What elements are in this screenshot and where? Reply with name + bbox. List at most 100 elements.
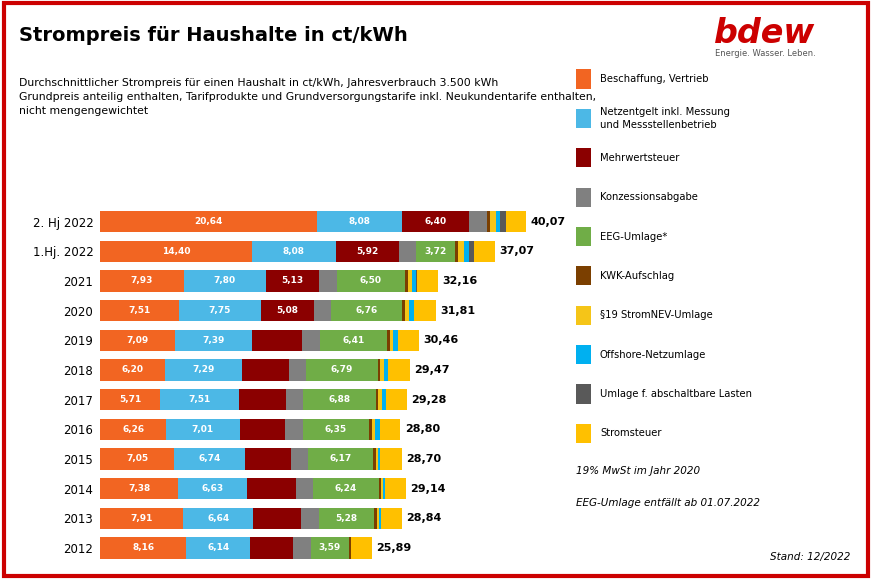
- Bar: [377, 508, 378, 529]
- Text: Strompreis für Haushalte in ct/kWh: Strompreis für Haushalte in ct/kWh: [19, 26, 408, 45]
- Bar: [414, 300, 436, 321]
- Text: 29,28: 29,28: [411, 394, 446, 405]
- Bar: [501, 211, 506, 232]
- Bar: [402, 211, 469, 232]
- Text: 7,80: 7,80: [214, 276, 235, 285]
- Bar: [390, 329, 393, 351]
- Bar: [381, 508, 402, 529]
- Bar: [337, 240, 399, 262]
- Bar: [291, 448, 309, 470]
- Text: 8,08: 8,08: [283, 247, 305, 256]
- Bar: [166, 359, 242, 380]
- Text: 20,64: 20,64: [194, 217, 223, 226]
- Text: 5,92: 5,92: [357, 247, 378, 256]
- Text: 7,01: 7,01: [192, 425, 214, 434]
- Bar: [388, 359, 410, 380]
- Text: 6,74: 6,74: [199, 455, 221, 463]
- Bar: [399, 240, 416, 262]
- Bar: [469, 211, 487, 232]
- Bar: [303, 419, 369, 440]
- Bar: [319, 508, 374, 529]
- Bar: [314, 300, 331, 321]
- Text: 7,09: 7,09: [126, 336, 148, 345]
- Text: 6,88: 6,88: [329, 395, 351, 404]
- Bar: [100, 419, 166, 440]
- Bar: [100, 508, 183, 529]
- Bar: [474, 240, 494, 262]
- Bar: [285, 419, 303, 440]
- Bar: [374, 508, 377, 529]
- Bar: [320, 329, 387, 351]
- Bar: [405, 270, 408, 292]
- Text: EEG-Umlage entfällt ab 01.07.2022: EEG-Umlage entfällt ab 01.07.2022: [576, 498, 760, 508]
- Text: 3,59: 3,59: [318, 544, 341, 552]
- Text: Umlage f. abschaltbare Lasten: Umlage f. abschaltbare Lasten: [600, 389, 752, 399]
- Bar: [417, 270, 438, 292]
- Bar: [178, 478, 248, 499]
- Text: 37,07: 37,07: [499, 246, 534, 256]
- Text: 5,13: 5,13: [282, 276, 303, 285]
- Text: 7,75: 7,75: [208, 306, 231, 315]
- Bar: [416, 240, 455, 262]
- Bar: [100, 389, 160, 411]
- Bar: [382, 389, 386, 411]
- Bar: [371, 419, 376, 440]
- Text: 31,81: 31,81: [440, 306, 475, 316]
- Text: 6,79: 6,79: [330, 365, 353, 375]
- Bar: [459, 240, 465, 262]
- Bar: [240, 419, 285, 440]
- Bar: [373, 448, 376, 470]
- Bar: [387, 329, 390, 351]
- Bar: [100, 478, 178, 499]
- Bar: [311, 537, 349, 559]
- Bar: [248, 478, 296, 499]
- Text: 6,76: 6,76: [356, 306, 378, 315]
- Bar: [265, 270, 319, 292]
- Bar: [380, 448, 402, 470]
- Bar: [100, 448, 174, 470]
- Text: 28,84: 28,84: [406, 513, 442, 523]
- Text: bdew: bdew: [714, 17, 815, 50]
- Bar: [386, 389, 407, 411]
- Bar: [294, 537, 311, 559]
- Bar: [100, 537, 186, 559]
- Text: 29,14: 29,14: [411, 483, 446, 494]
- Text: 5,71: 5,71: [119, 395, 141, 404]
- Text: 7,05: 7,05: [126, 455, 148, 463]
- Bar: [385, 478, 406, 499]
- Bar: [376, 389, 378, 411]
- Bar: [402, 300, 405, 321]
- Bar: [100, 270, 184, 292]
- Bar: [239, 389, 286, 411]
- Text: 6,24: 6,24: [335, 484, 357, 493]
- Text: 29,47: 29,47: [414, 365, 449, 375]
- Bar: [317, 211, 402, 232]
- Bar: [384, 359, 388, 380]
- Bar: [378, 359, 380, 380]
- Bar: [309, 448, 373, 470]
- Bar: [487, 211, 490, 232]
- Text: Konzessionsabgabe: Konzessionsabgabe: [600, 192, 698, 202]
- Text: 7,51: 7,51: [128, 306, 151, 315]
- Text: 6,35: 6,35: [325, 425, 347, 434]
- Text: 28,80: 28,80: [405, 424, 439, 434]
- Bar: [351, 537, 372, 559]
- Bar: [409, 300, 413, 321]
- Bar: [179, 300, 261, 321]
- Bar: [252, 329, 303, 351]
- Bar: [261, 300, 314, 321]
- Text: EEG-Umlage*: EEG-Umlage*: [600, 232, 667, 241]
- Bar: [506, 211, 526, 232]
- Text: 30,46: 30,46: [424, 335, 459, 345]
- Text: 6,50: 6,50: [360, 276, 382, 285]
- Bar: [160, 389, 239, 411]
- Text: 7,38: 7,38: [128, 484, 150, 493]
- Text: Beschaffung, Vertrieb: Beschaffung, Vertrieb: [600, 74, 708, 84]
- Bar: [331, 300, 402, 321]
- Bar: [369, 419, 371, 440]
- Bar: [302, 508, 319, 529]
- Bar: [100, 211, 317, 232]
- Bar: [306, 359, 378, 380]
- Bar: [383, 478, 385, 499]
- Bar: [286, 389, 303, 411]
